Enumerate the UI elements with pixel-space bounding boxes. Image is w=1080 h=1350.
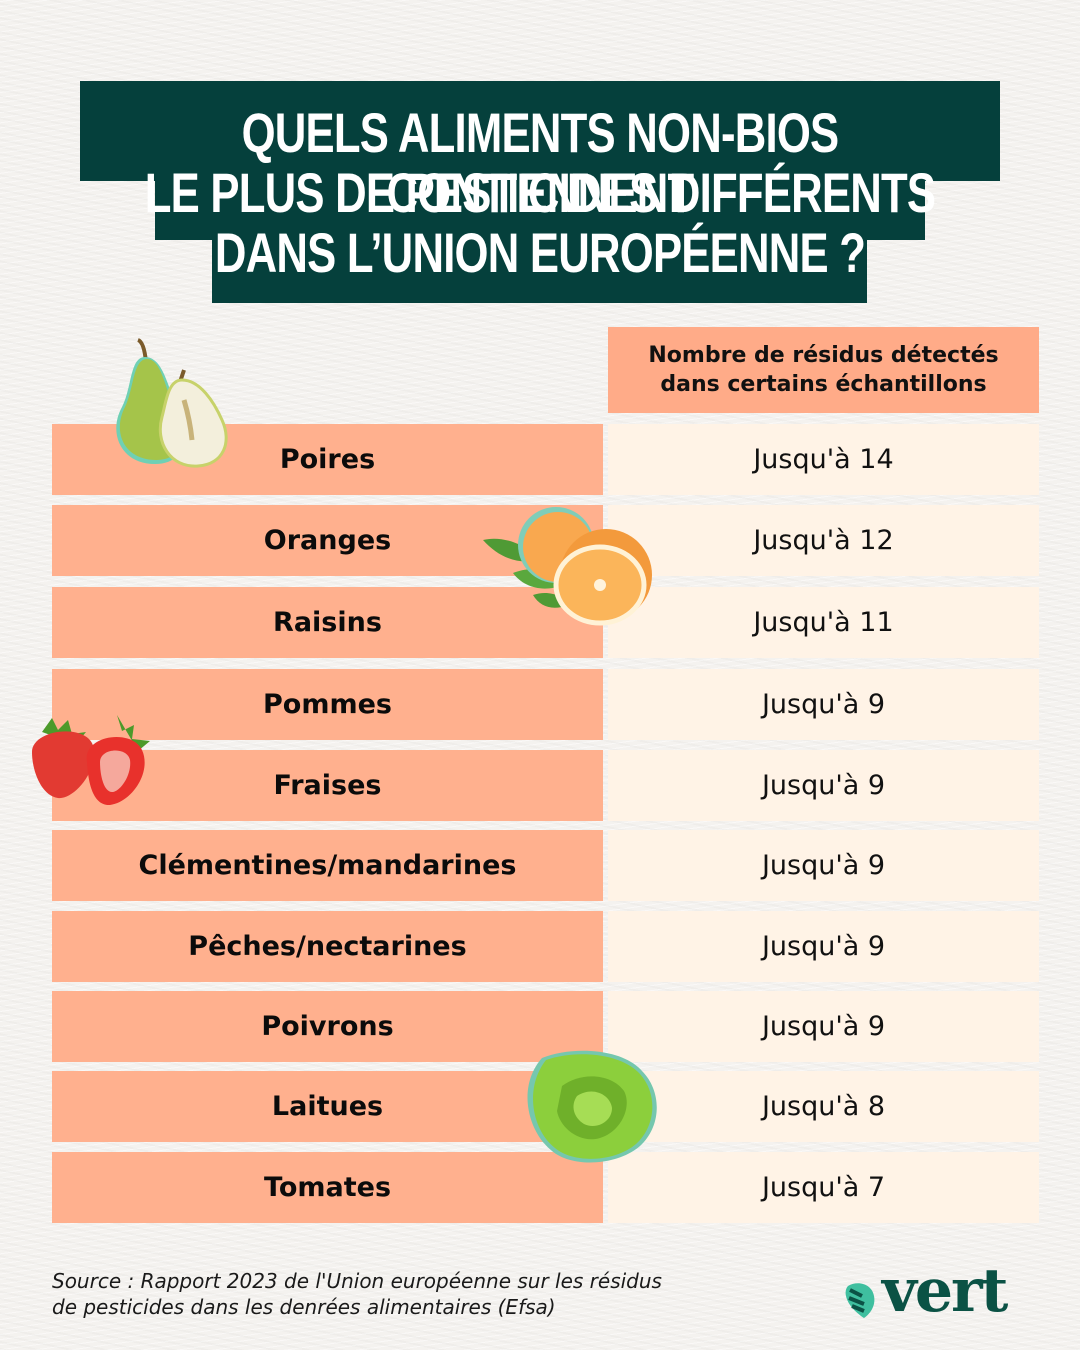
table-row: Oranges Jusqu'à 12: [0, 505, 1080, 576]
food-name: Pêches/nectarines: [52, 911, 603, 982]
food-name: Laitues: [52, 1071, 603, 1142]
food-name: Clémentines/mandarines: [52, 830, 603, 901]
table-row: Clémentines/mandarines Jusqu'à 9: [0, 830, 1080, 901]
residue-count: Jusqu'à 14: [608, 424, 1039, 495]
residue-count: Jusqu'à 9: [608, 750, 1039, 821]
food-name: Poivrons: [52, 991, 603, 1062]
residue-count: Jusqu'à 8: [608, 1071, 1039, 1142]
leaf-icon: [845, 1283, 875, 1318]
orange-icon: [483, 507, 652, 626]
residue-count: Jusqu'à 11: [608, 587, 1039, 658]
food-name: Tomates: [52, 1152, 603, 1223]
vert-logo: vert: [842, 1256, 1042, 1326]
table-row: Tomates Jusqu'à 7: [0, 1152, 1080, 1223]
title-line-3: DANS L’UNION EUROPÉENNE ?: [214, 221, 866, 284]
source-line-2: de pesticides dans les denrées alimentai…: [52, 1295, 556, 1319]
title-line-2: LE PLUS DE PESTICIDES DIFFÉRENTS: [144, 161, 936, 224]
title-background: [212, 230, 867, 303]
pear-icon: [116, 338, 228, 468]
residue-count: Jusqu'à 9: [608, 991, 1039, 1062]
column-header-line-1: Nombre de résidus détectés: [648, 343, 999, 368]
title-background: [80, 81, 1000, 181]
food-name: Raisins: [52, 587, 603, 658]
source-line-1: Source : Rapport 2023 de l'Union europée…: [52, 1269, 662, 1293]
food-name: Oranges: [52, 505, 603, 576]
table-row: Pêches/nectarines Jusqu'à 9: [0, 911, 1080, 982]
residue-count: Jusqu'à 9: [608, 669, 1039, 740]
table-row: Pommes Jusqu'à 9: [0, 669, 1080, 740]
food-name: Pommes: [52, 669, 603, 740]
title-line-1: QUELS ALIMENTS NON-BIOS CONTIENNENT: [241, 101, 840, 224]
table-row: Poivrons Jusqu'à 9: [0, 991, 1080, 1062]
source-note: Source : Rapport 2023 de l'Union europée…: [52, 1268, 812, 1320]
table-row: Poires Jusqu'à 14: [0, 424, 1080, 495]
logo-text: vert: [882, 1256, 1008, 1326]
lettuce-icon: [527, 1050, 657, 1163]
table-row: Laitues Jusqu'à 8: [0, 1071, 1080, 1142]
title-background: [155, 170, 925, 240]
column-header: Nombre de résidus détectés dans certains…: [608, 327, 1039, 413]
column-header-line-2: dans certains échantillons: [660, 372, 987, 397]
residue-count: Jusqu'à 9: [608, 911, 1039, 982]
table-row: Raisins Jusqu'à 11: [0, 587, 1080, 658]
residue-count: Jusqu'à 7: [608, 1152, 1039, 1223]
residue-count: Jusqu'à 12: [608, 505, 1039, 576]
strawberry-icon: [32, 715, 150, 806]
title-block: QUELS ALIMENTS NON-BIOS CONTIENNENT LE P…: [0, 0, 1080, 310]
residue-count: Jusqu'à 9: [608, 830, 1039, 901]
